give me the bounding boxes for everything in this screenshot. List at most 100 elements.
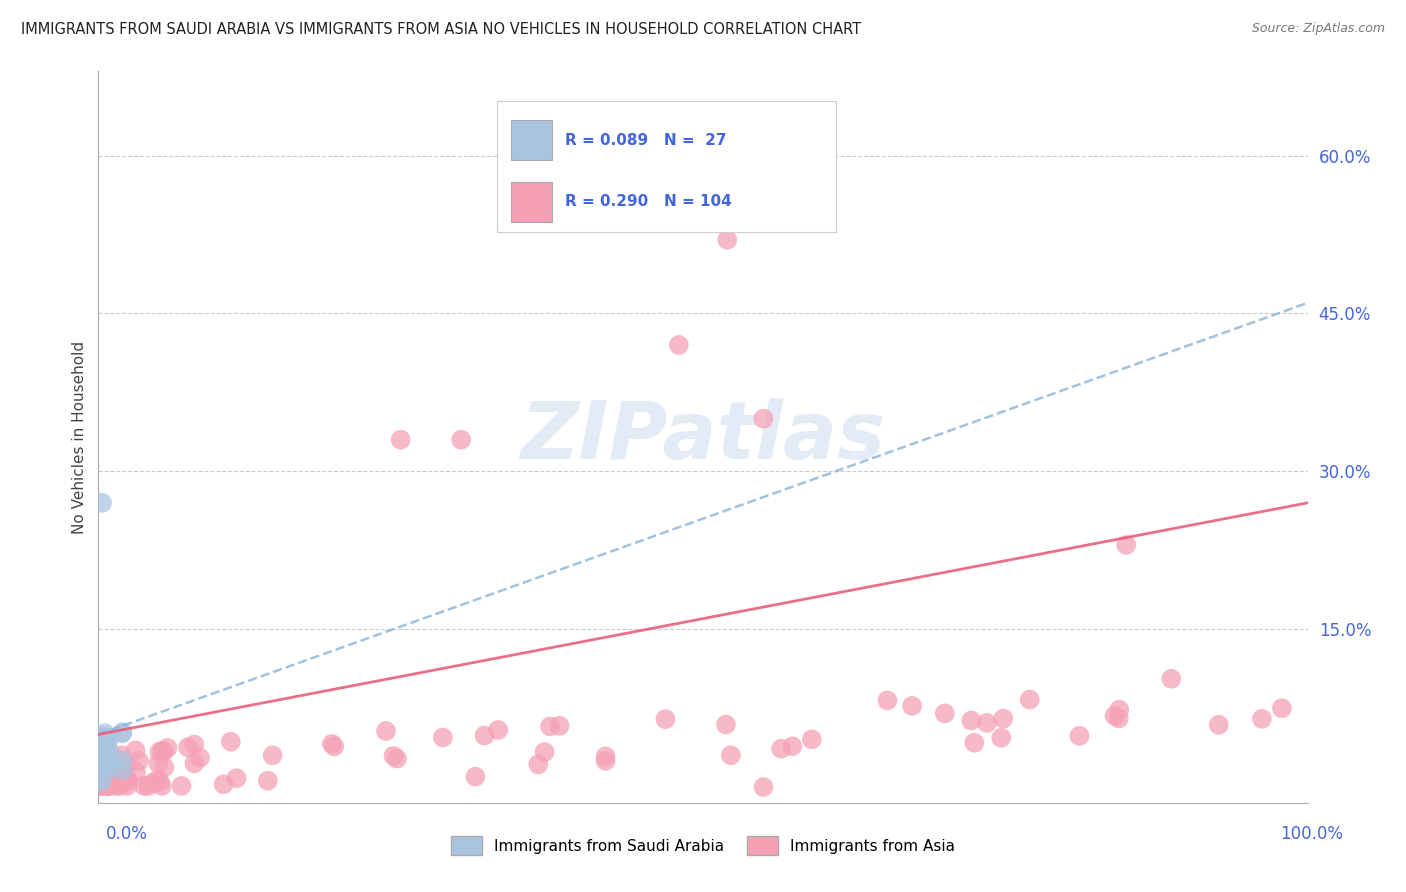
- Point: [1069, 729, 1091, 743]
- Point: [385, 751, 408, 765]
- Point: [183, 756, 205, 771]
- Point: [177, 740, 200, 755]
- Point: [117, 773, 139, 788]
- Point: [97, 734, 120, 748]
- Point: [96, 779, 118, 793]
- Point: [90, 743, 112, 757]
- Point: [752, 780, 775, 794]
- Point: [94, 743, 117, 757]
- Point: [153, 760, 176, 774]
- Point: [934, 706, 956, 721]
- Point: [141, 776, 163, 790]
- Point: [97, 731, 120, 746]
- Point: [91, 757, 114, 772]
- Point: [156, 740, 179, 755]
- Point: [595, 749, 617, 764]
- Point: [770, 741, 793, 756]
- Point: [256, 773, 278, 788]
- Point: [149, 775, 172, 789]
- Point: [146, 773, 169, 788]
- Point: [93, 731, 115, 745]
- Point: [450, 433, 472, 447]
- Point: [474, 729, 496, 743]
- Point: [150, 779, 173, 793]
- Point: [225, 771, 247, 785]
- Point: [963, 736, 986, 750]
- Point: [128, 754, 150, 768]
- Point: [107, 764, 129, 779]
- Point: [548, 719, 571, 733]
- Point: [389, 433, 412, 447]
- Point: [91, 757, 114, 772]
- Point: [800, 732, 823, 747]
- Point: [108, 779, 131, 793]
- Point: [91, 772, 114, 786]
- Point: [993, 712, 1015, 726]
- Point: [89, 763, 111, 777]
- Point: [1115, 538, 1137, 552]
- Point: [170, 779, 193, 793]
- Point: [112, 762, 135, 776]
- Point: [1108, 703, 1130, 717]
- Point: [901, 698, 924, 713]
- Point: [188, 750, 211, 764]
- Point: [486, 723, 509, 737]
- Point: [375, 723, 398, 738]
- Point: [90, 742, 112, 756]
- Point: [752, 411, 775, 425]
- Point: [150, 744, 173, 758]
- Point: [111, 763, 134, 777]
- Point: [89, 733, 111, 747]
- Point: [432, 731, 454, 745]
- Point: [89, 779, 111, 793]
- Point: [90, 747, 112, 762]
- Point: [1104, 708, 1126, 723]
- Point: [104, 779, 127, 793]
- Point: [720, 748, 742, 763]
- Point: [91, 779, 114, 793]
- Text: ZIPatlas: ZIPatlas: [520, 398, 886, 476]
- Point: [89, 775, 111, 789]
- Point: [90, 774, 112, 789]
- Text: 0.0%: 0.0%: [105, 825, 148, 843]
- Point: [96, 775, 118, 789]
- Point: [103, 755, 125, 769]
- Point: [96, 730, 118, 744]
- Point: [89, 758, 111, 772]
- Point: [714, 717, 737, 731]
- Point: [111, 753, 134, 767]
- Point: [1250, 712, 1272, 726]
- Point: [1160, 672, 1182, 686]
- Point: [90, 755, 112, 769]
- Point: [111, 748, 134, 763]
- Point: [89, 730, 111, 744]
- Point: [98, 764, 121, 778]
- Point: [668, 338, 690, 352]
- Legend: Immigrants from Saudi Arabia, Immigrants from Asia: Immigrants from Saudi Arabia, Immigrants…: [446, 830, 960, 861]
- Point: [782, 739, 804, 754]
- Point: [94, 726, 117, 740]
- Point: [117, 779, 139, 793]
- Point: [97, 745, 120, 759]
- Point: [111, 726, 134, 740]
- Point: [124, 743, 146, 757]
- Y-axis label: No Vehicles in Household: No Vehicles in Household: [72, 341, 87, 533]
- Point: [100, 747, 122, 762]
- Point: [104, 767, 127, 781]
- Point: [1208, 718, 1230, 732]
- Point: [98, 779, 121, 793]
- Point: [960, 714, 983, 728]
- Point: [1271, 701, 1294, 715]
- Point: [382, 748, 405, 763]
- Point: [595, 754, 617, 768]
- Point: [538, 719, 561, 733]
- Text: Source: ZipAtlas.com: Source: ZipAtlas.com: [1251, 22, 1385, 36]
- Point: [89, 774, 111, 789]
- Point: [323, 739, 346, 754]
- Point: [527, 757, 550, 772]
- Point: [136, 779, 159, 793]
- Point: [100, 777, 122, 791]
- Point: [97, 762, 120, 776]
- Point: [212, 777, 235, 791]
- Point: [91, 496, 114, 510]
